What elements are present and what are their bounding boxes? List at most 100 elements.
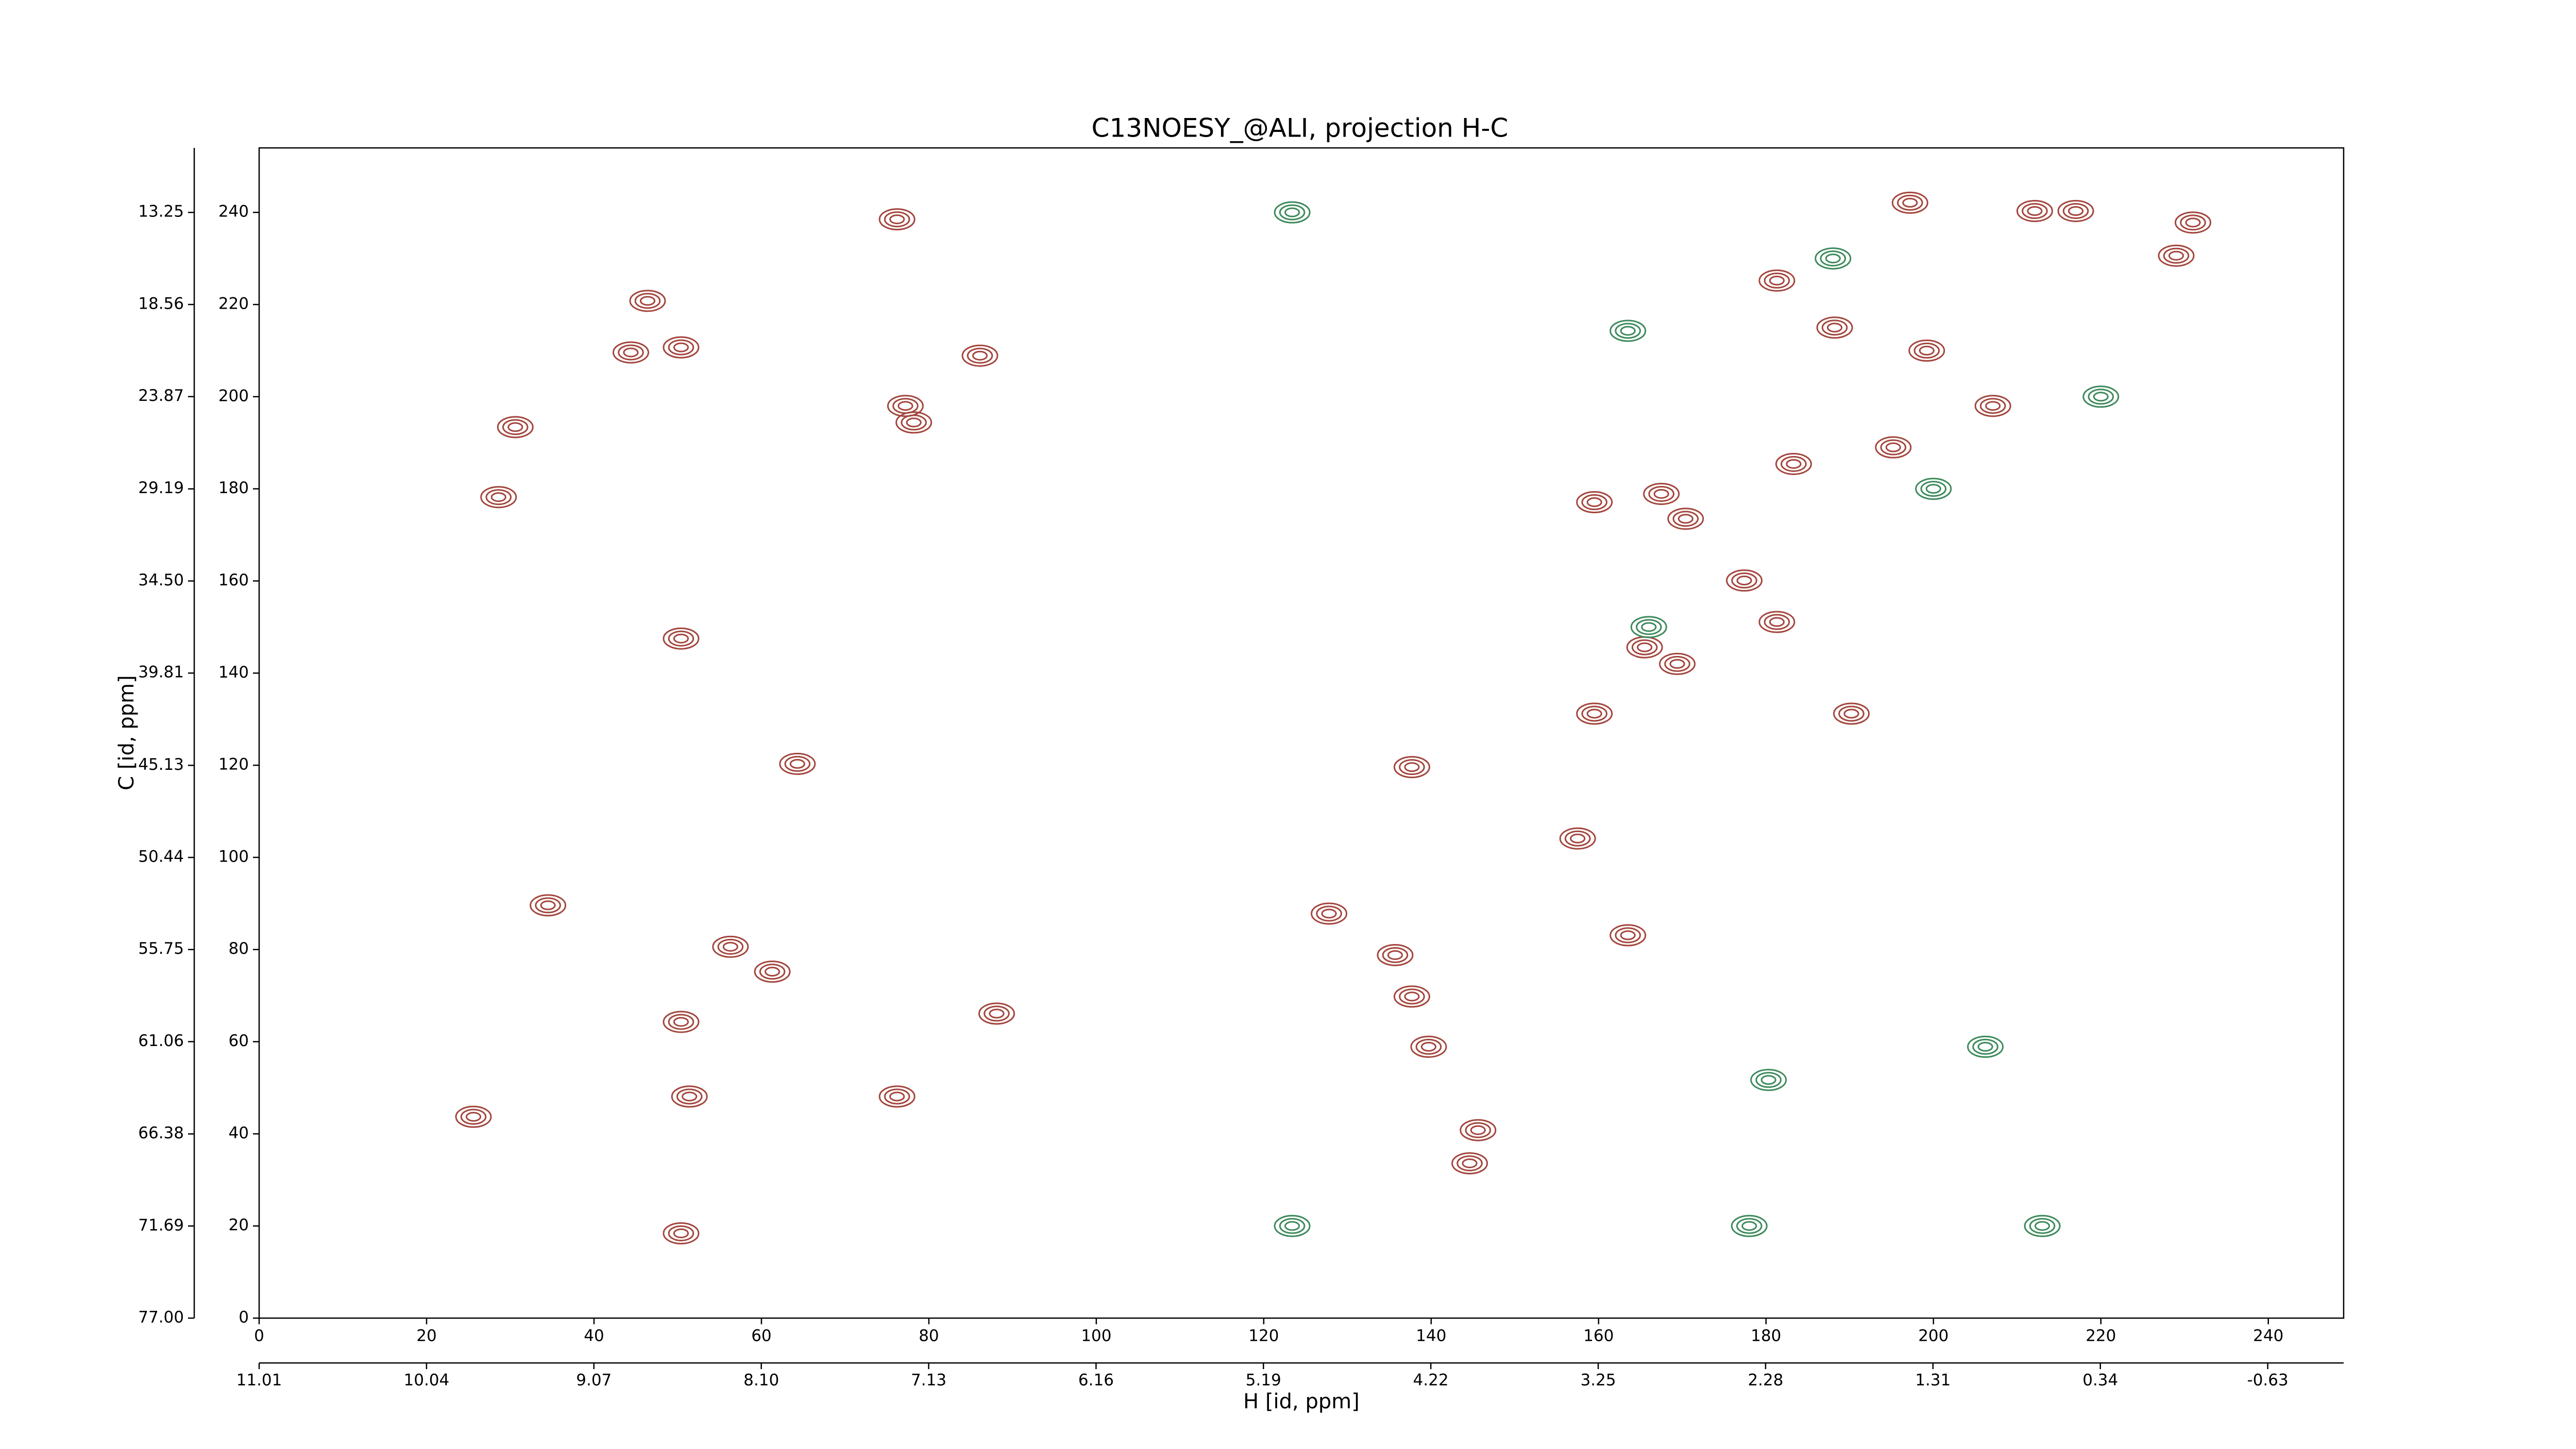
peak <box>663 336 700 359</box>
x-tick-label: 180 <box>1751 1327 1781 1345</box>
contour-ring <box>906 417 922 428</box>
contour-ring <box>618 344 644 361</box>
contour-ring <box>989 1008 1005 1019</box>
peak <box>1833 702 1870 725</box>
contour-ring <box>754 961 791 983</box>
contour-ring <box>465 1111 482 1122</box>
contour-ring <box>2088 389 2114 405</box>
contour-ring <box>1979 398 2006 414</box>
x2-tick-label: 10.04 <box>404 1371 450 1390</box>
contour-ring <box>1821 319 1848 336</box>
contour-ring <box>663 1010 700 1033</box>
contour-ring <box>2062 203 2089 219</box>
y2-tick-label: 39.81 <box>138 663 184 682</box>
x-tick-label: 240 <box>2253 1327 2283 1345</box>
contour-ring <box>1920 481 1947 497</box>
contour-ring <box>668 1225 694 1241</box>
contour-ring <box>889 214 905 225</box>
peak <box>1274 201 1311 224</box>
contour-ring <box>1781 456 1807 472</box>
contour-ring <box>1630 616 1667 638</box>
x2-tick-label: 1.31 <box>1915 1371 1951 1390</box>
contour-ring <box>460 1108 487 1125</box>
contour-ring <box>1843 709 1859 719</box>
peak <box>1816 316 1853 339</box>
y2-tick-label: 50.44 <box>138 848 184 866</box>
peak <box>2175 211 2212 234</box>
peak <box>663 627 700 650</box>
x2-tick-label: 11.01 <box>236 1371 282 1390</box>
contour-ring <box>1825 254 1841 264</box>
peak <box>480 486 517 509</box>
x-tick-label: 220 <box>2086 1327 2116 1345</box>
contour-ring <box>1885 442 1901 452</box>
contour-ring <box>1731 572 1757 589</box>
contour-ring <box>1758 611 1795 633</box>
contour-ring <box>1915 478 1952 500</box>
contour-ring <box>2067 206 2084 216</box>
contour-ring <box>485 489 512 506</box>
contour-ring <box>2029 1218 2056 1234</box>
peak <box>1731 1215 1768 1237</box>
y-tick-label: 60 <box>229 1032 249 1050</box>
contour-ring <box>1653 488 1669 499</box>
peak <box>1410 1035 1447 1058</box>
contour-ring <box>1564 830 1591 847</box>
peak <box>2016 199 2053 222</box>
peak <box>1915 478 1952 500</box>
peak <box>961 344 998 367</box>
contour-ring <box>2034 1221 2050 1231</box>
contour-ring <box>535 897 561 914</box>
contour-ring <box>967 347 993 364</box>
contour-ring <box>1897 194 1923 211</box>
contour-ring <box>1470 1125 1486 1135</box>
x-tick-label: 140 <box>1416 1327 1446 1345</box>
x2-tick-label: -0.63 <box>2247 1371 2289 1390</box>
contour-ring <box>1279 1218 1306 1234</box>
contour-ring <box>490 492 506 502</box>
contour-ring <box>1643 482 1680 505</box>
contour-ring <box>1274 1215 1311 1237</box>
contour-ring <box>1731 1215 1768 1237</box>
contour-ring <box>2093 392 2109 402</box>
peak <box>1967 1035 2004 1058</box>
contour-ring <box>1284 207 1300 217</box>
contour-ring <box>1404 762 1420 772</box>
contour-ring <box>1902 197 1918 208</box>
contour-ring <box>1977 1041 1993 1052</box>
contour-ring <box>2016 199 2053 222</box>
contour-ring <box>1820 250 1846 267</box>
x-tick-label: 20 <box>416 1327 436 1345</box>
y2-tick-label: 55.75 <box>138 939 184 958</box>
contour-ring <box>978 1002 1015 1025</box>
contour-ring <box>1456 1155 1483 1172</box>
x-tick-label: 0 <box>254 1327 264 1345</box>
contour-ring <box>663 1222 700 1244</box>
contour-ring <box>1919 345 1935 356</box>
contour-ring <box>1672 511 1699 527</box>
contour-ring <box>1460 1119 1497 1141</box>
contour-ring <box>673 342 689 352</box>
contour-ring <box>1750 1069 1787 1091</box>
contour-ring <box>712 935 749 958</box>
contour-ring <box>1284 1221 1300 1231</box>
contour-ring <box>1399 759 1425 776</box>
contour-ring <box>1833 702 1870 725</box>
peak <box>1750 1069 1787 1091</box>
contour-ring <box>1880 439 1907 456</box>
peak <box>712 935 749 958</box>
x-tick-label: 160 <box>1583 1327 1614 1345</box>
peak <box>663 1222 700 1244</box>
contour-ring <box>1925 484 1941 494</box>
contour-ring <box>2027 206 2043 216</box>
contour-ring <box>671 1085 708 1108</box>
x2-tick-label: 7.13 <box>911 1371 946 1390</box>
contour-ring <box>1758 269 1795 292</box>
contour-ring <box>784 755 811 772</box>
contour-ring <box>1669 659 1685 669</box>
y2-tick-label: 66.38 <box>138 1124 184 1142</box>
contour-ring <box>1316 905 1342 922</box>
contour-ring <box>639 296 656 306</box>
contour-ring <box>2180 214 2206 231</box>
peak <box>1393 985 1430 1008</box>
